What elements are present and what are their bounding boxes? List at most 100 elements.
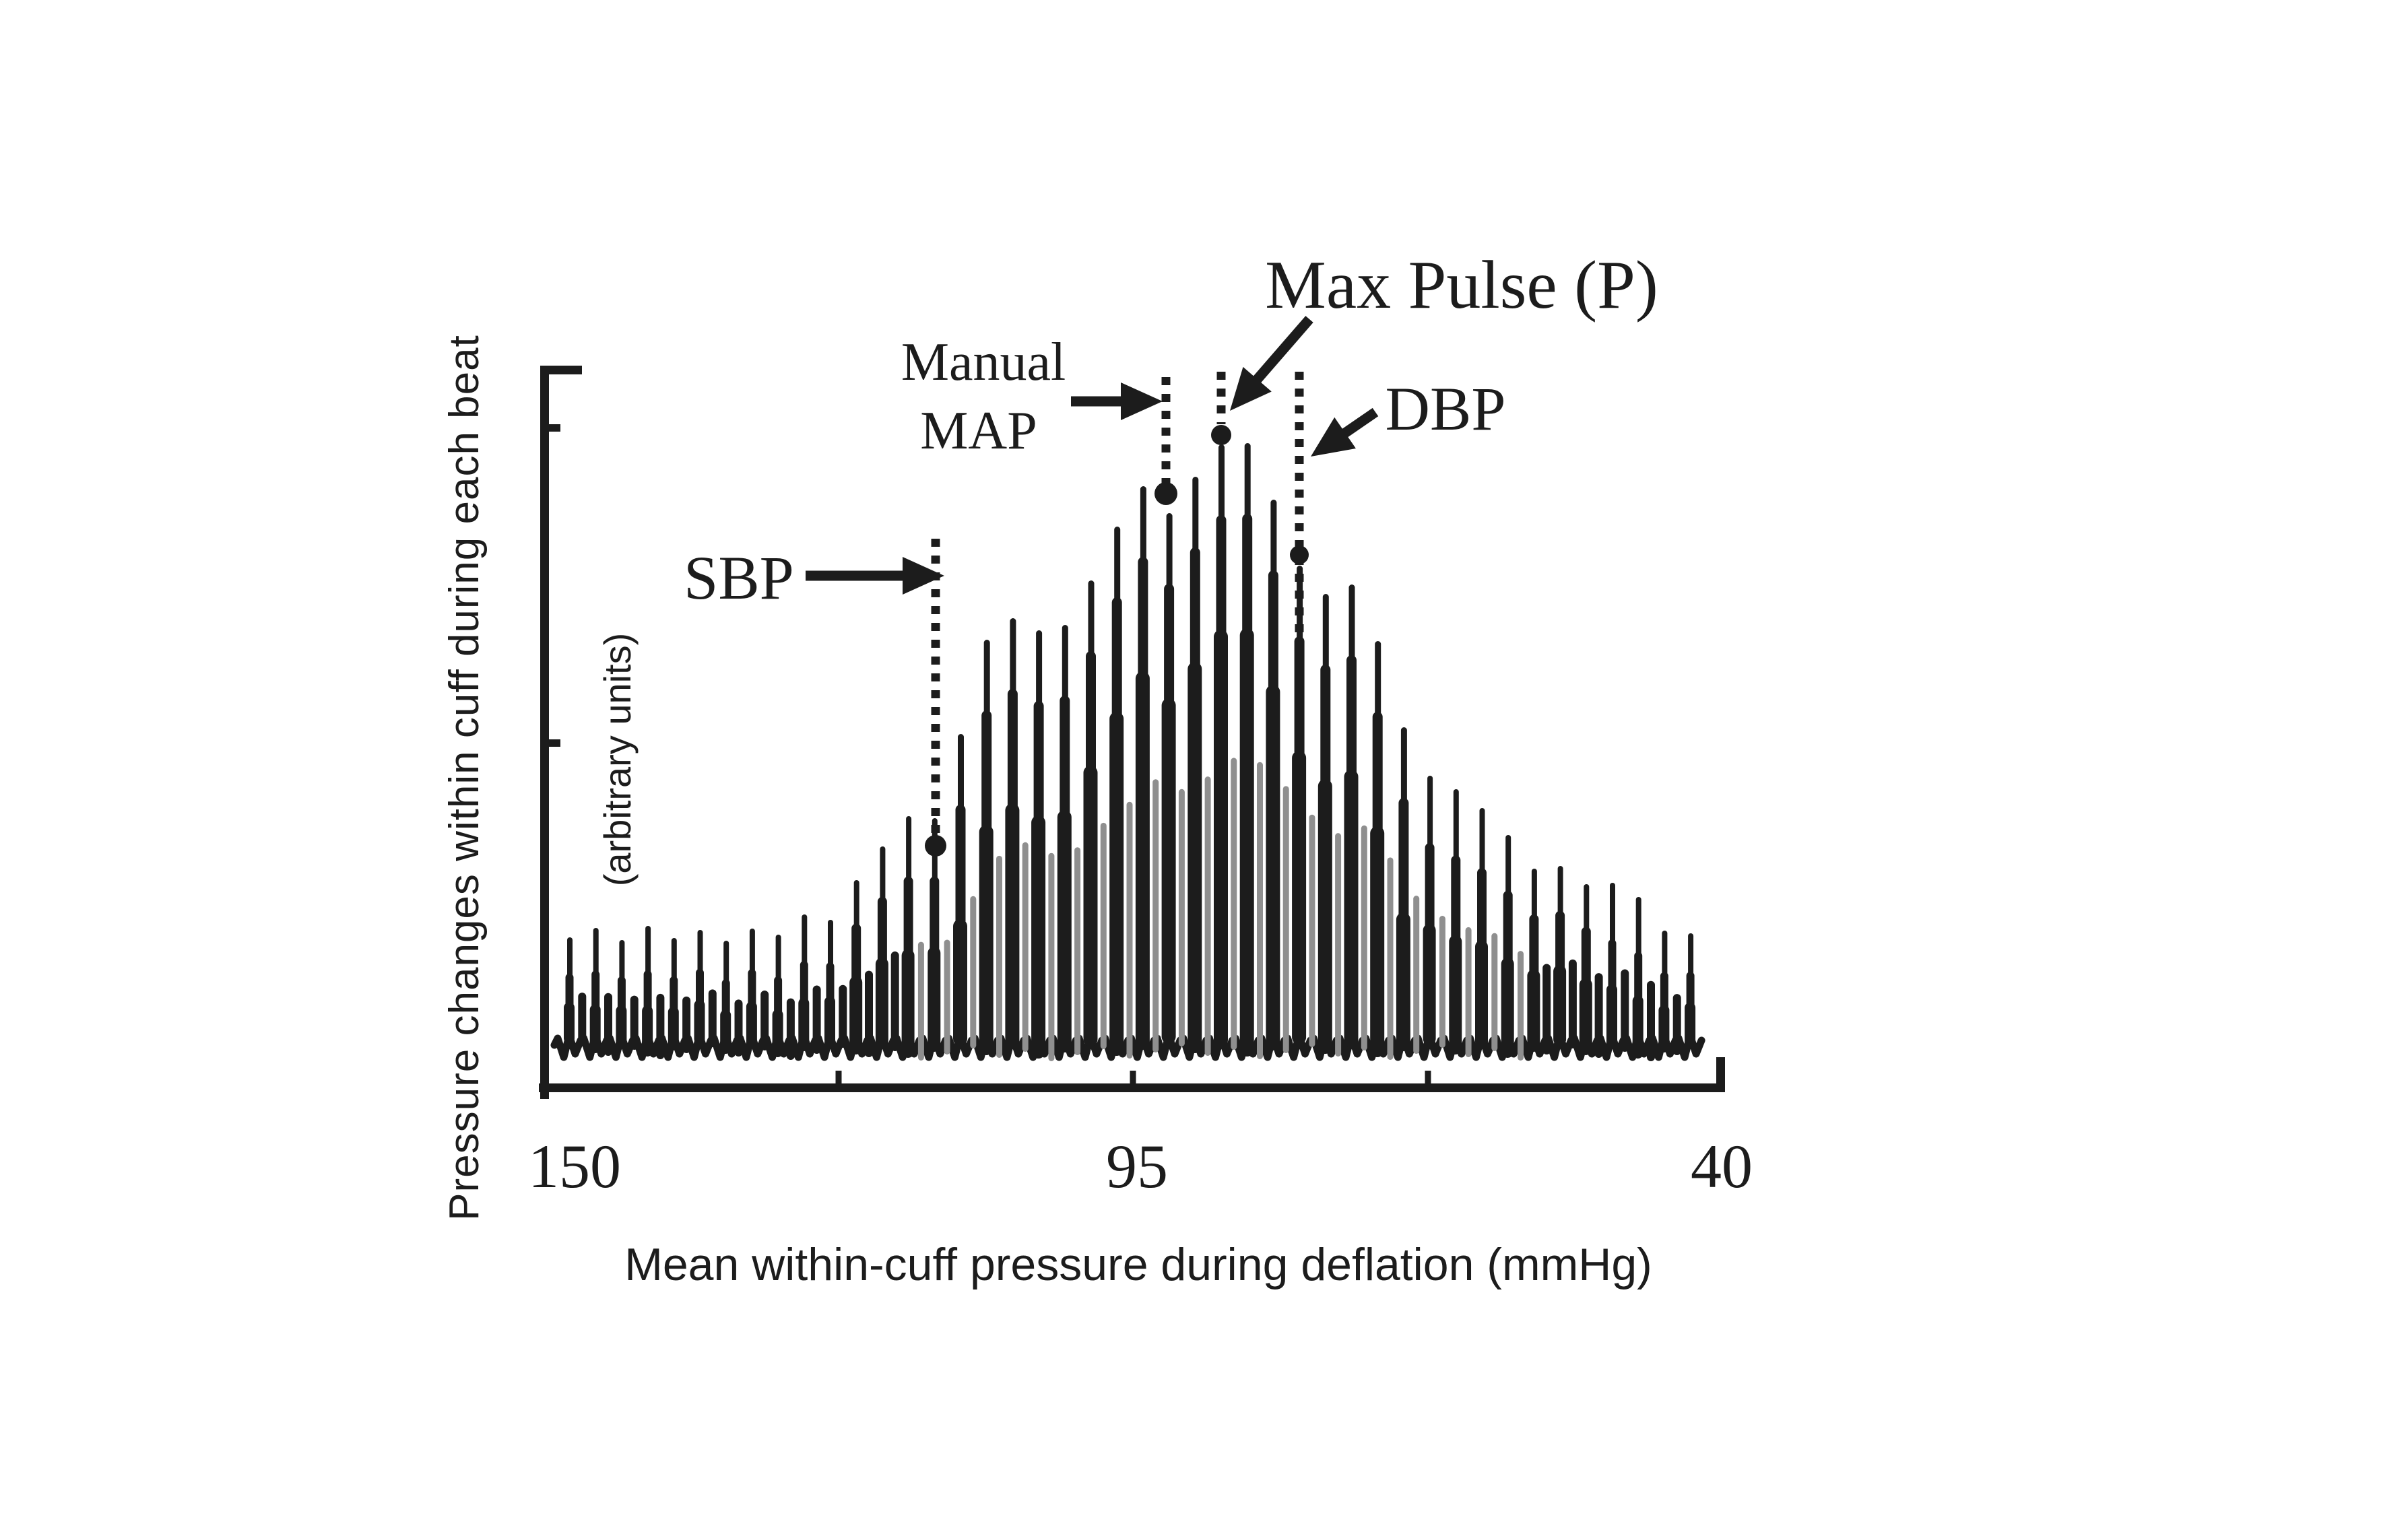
x-axis-end-tick [1716,1057,1725,1092]
y-axis-label: Pressure changes within cuff during each… [441,335,488,1221]
pulse-spike-body [1005,803,1020,1049]
secondary-pulse [656,993,665,1059]
pulse-spike-tip [1505,835,1511,899]
pulse-spike-mid [1581,927,1591,986]
pulse-spike-tip [1479,808,1485,877]
y-axis-line [540,370,549,1099]
pulse-spike-body [589,1004,601,1053]
pulse-spike-mid [1660,972,1668,1013]
pulse-spike-mid [903,876,913,958]
pulse-spike-mid [1372,712,1383,834]
pulse-spike-tip [1244,443,1251,522]
secondary-pulse [1178,789,1185,1046]
secondary-pulse [604,993,612,1056]
pulse-spike-mid [1503,890,1513,966]
x-axis-tick [835,1071,842,1083]
pulse-spike-body [1135,671,1150,1050]
pulse-spike-tip [1192,477,1199,556]
pulse-spike-body [642,1005,653,1057]
pulse-spike-tip [1062,625,1068,704]
pulse-spike-tip [1635,897,1641,960]
pulse-spike-body [1214,630,1228,1047]
secondary-pulse [1100,822,1107,1049]
pulse-spike-body [1344,770,1359,1048]
secondary-pulse [1413,896,1420,1054]
x-tick-label-150: 150 [528,1132,621,1201]
pulse-spike-body [1658,1005,1670,1052]
pulse-spike-tip [1166,513,1173,592]
pulse-spike-tip [567,937,573,982]
y-axis-tick [549,424,560,432]
secondary-pulse [996,855,1002,1058]
pulse-spike-body [1292,751,1307,1044]
pulse-spike-body [979,825,994,1055]
secondary-pulse [1048,852,1055,1061]
secondary-pulse [812,985,821,1054]
pulse-spike-mid [774,976,783,1018]
secondary-pulse [708,989,717,1047]
pulse-spike-tip [1375,641,1381,720]
secondary-pulse [1074,847,1081,1055]
sbp-arrow-head [903,557,944,595]
pulse-spike-mid [1268,570,1278,693]
pulse-spike-tip [1036,630,1043,709]
pulse-spike-tip [1584,884,1590,935]
manual-map-annotation-line2: MAP [920,401,1037,461]
pulse-spike-tip [853,880,859,932]
sbp-line-dot [925,835,946,857]
pulse-spike-tip [1010,618,1016,697]
pulse-spike-body [564,1002,575,1044]
y-axis-units-label: (arbitrary units) [596,632,639,887]
secondary-pulse [1672,994,1681,1055]
secondary-pulse [970,896,977,1048]
pulse-spike-tip [593,928,599,979]
pulse-spike-body [1239,628,1254,1057]
pulse-spike-mid [643,970,652,1014]
pulse-spike-body [875,958,888,1048]
pulse-spike-mid [1033,701,1044,824]
secondary-pulse [1257,762,1263,1059]
pulse-spike-tip [671,938,677,984]
pulse-spike-tip [1400,727,1407,806]
pulse-spike-tip [775,935,781,984]
pulse-spike-tip [1453,789,1459,864]
pulse-spike-body [1449,935,1462,1054]
pulse-spike-mid [800,961,808,1006]
max-arrow-head [1230,366,1272,411]
dbp-arrow-head [1311,417,1356,457]
secondary-pulse [760,991,769,1050]
pulse-spike-body [1527,969,1540,1052]
secondary-pulse [734,999,743,1057]
x-tick-label-95: 95 [1106,1132,1168,1201]
pulse-spike-mid [1425,843,1435,932]
secondary-pulse [839,984,847,1048]
secondary-pulse [1022,842,1029,1052]
pulse-spike-mid [721,979,730,1018]
pulse-spike-tip [1427,776,1433,851]
pulse-spike-tip [1322,594,1329,673]
secondary-pulse [1361,825,1367,1050]
max-pulse-annotation: Max Pulse (P) [1265,247,1658,323]
manual-map-annotation-line1: Manual [901,333,1066,392]
secondary-pulse [917,941,924,1061]
y-axis-top-cap [540,366,582,374]
pulse-spike-mid [1320,665,1331,787]
pulse-spike-mid [1007,689,1018,811]
pulse-spike-body [694,999,705,1044]
pulse-spike-mid [696,968,704,1008]
pulse-spike-tip [1688,933,1694,980]
pulse-spike-mid [1216,515,1227,638]
pulse-spike-tip [697,930,703,977]
pulse-spike-body [1083,766,1098,1046]
secondary-pulse [1518,951,1524,1061]
pulse-spike-mid [1608,939,1617,993]
pulse-spike-mid [1138,557,1148,679]
pulse-spike-mid [1242,514,1253,636]
pulse-spike-mid [1398,798,1409,920]
secondary-pulse [1568,959,1577,1048]
pulse-spike-tip [880,846,886,905]
secondary-pulse [1542,964,1551,1054]
x-axis-title: Mean within-cuff pressure during deflati… [624,1239,1652,1290]
pulse-spike-body [1317,779,1332,1054]
pulse-spike-mid [1555,910,1565,973]
